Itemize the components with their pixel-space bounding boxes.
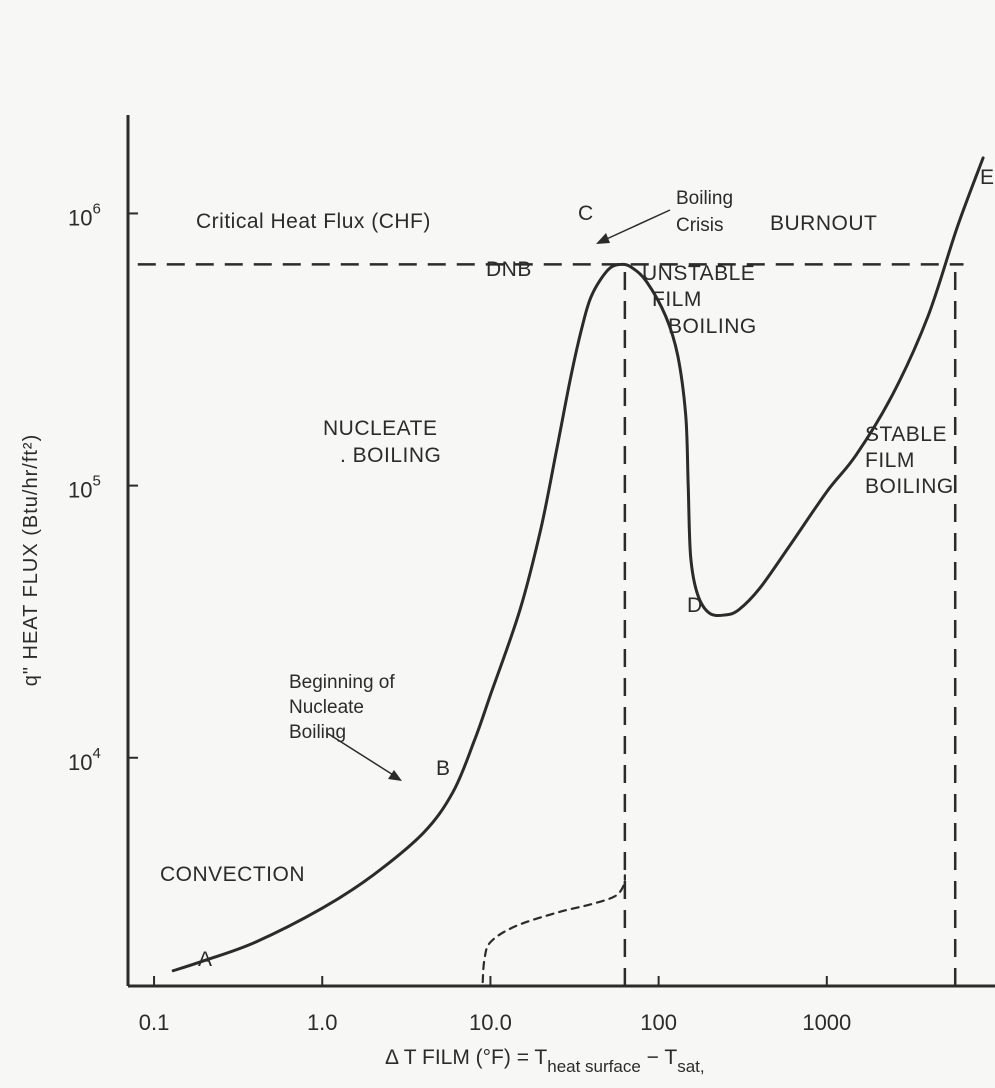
series-line-dashed — [481, 874, 626, 984]
reference-lines — [137, 263, 964, 986]
convection-label: CONVECTION — [160, 863, 305, 886]
boiling-crisis-label-2: Crisis — [676, 215, 724, 236]
point-c-label: C — [578, 202, 593, 225]
x-tick-label: 0.1 — [139, 1010, 170, 1035]
x-tick-label: 100 — [640, 1010, 677, 1035]
x-tick-label: 10.0 — [469, 1010, 512, 1035]
x-axis-label-mid: − T — [641, 1046, 678, 1069]
unstable-film-boiling-label-3: BOILING — [668, 315, 757, 338]
nucleate-boiling-label-2: . BOILING — [340, 444, 441, 467]
x-axis-label-sub2: sat, — [677, 1057, 704, 1076]
stable-film-boiling-label-2: FILM — [865, 449, 915, 472]
beginning-nucleate-label-3: Boiling — [289, 722, 346, 743]
series-lines — [171, 156, 985, 984]
unstable-film-boiling-label-1: UNSTABLE — [642, 262, 755, 285]
y-tick-label: 104 — [68, 745, 101, 775]
x-axis-label-main: Δ T FILM (°F) = T — [385, 1046, 547, 1069]
y-tick-label: 105 — [68, 473, 101, 503]
burnout-label: BURNOUT — [770, 212, 877, 235]
point-a-label: A — [198, 948, 212, 971]
beginning-nucleate-label-2: Nucleate — [289, 697, 364, 718]
x-tick-label: 1.0 — [307, 1010, 338, 1035]
y-tick-exponent: 5 — [92, 473, 100, 490]
y-tick-exponent: 4 — [92, 745, 100, 762]
unstable-film-boiling-label-2: FILM — [652, 288, 702, 311]
x-axis-label-sub1: heat surface — [547, 1057, 641, 1076]
annotations: Critical Heat Flux (CHF) BURNOUT Boiling… — [160, 166, 994, 971]
y-tick-exponent: 6 — [92, 200, 100, 217]
beginning-nucleate-label-1: Beginning of — [289, 672, 395, 693]
x-tick-label: 1000 — [802, 1010, 851, 1035]
point-e-label: E — [980, 166, 994, 189]
arrow-boiling-crisis — [596, 209, 671, 244]
stable-film-boiling-label-1: STABLE — [865, 423, 947, 446]
nucleate-boiling-label-1: NUCLEATE — [323, 417, 437, 440]
stable-film-boiling-label-3: BOILING — [865, 475, 954, 498]
dnb-label: DNB — [486, 258, 532, 281]
series-line-boiling-curve — [171, 156, 985, 973]
boiling-crisis-label-1: Boiling — [676, 188, 733, 209]
y-axis-title: q" HEAT FLUX (Btu/hr/ft²) — [20, 434, 42, 687]
y-tick-label: 106 — [68, 200, 101, 230]
arrow-beginning-nucleate — [326, 732, 402, 781]
point-d-label: D — [687, 594, 702, 617]
axes: 0.1 1.0 10.0 100 1000 106 105 104 — [68, 115, 995, 1035]
x-axis-label: Δ T FILM (°F) = Theat surface − Tsat, — [385, 1046, 705, 1076]
chf-label: Critical Heat Flux (CHF) — [196, 210, 431, 233]
y-axis-label: q" HEAT FLUX (Btu/hr/ft²) — [20, 434, 42, 687]
point-b-label: B — [436, 757, 450, 780]
